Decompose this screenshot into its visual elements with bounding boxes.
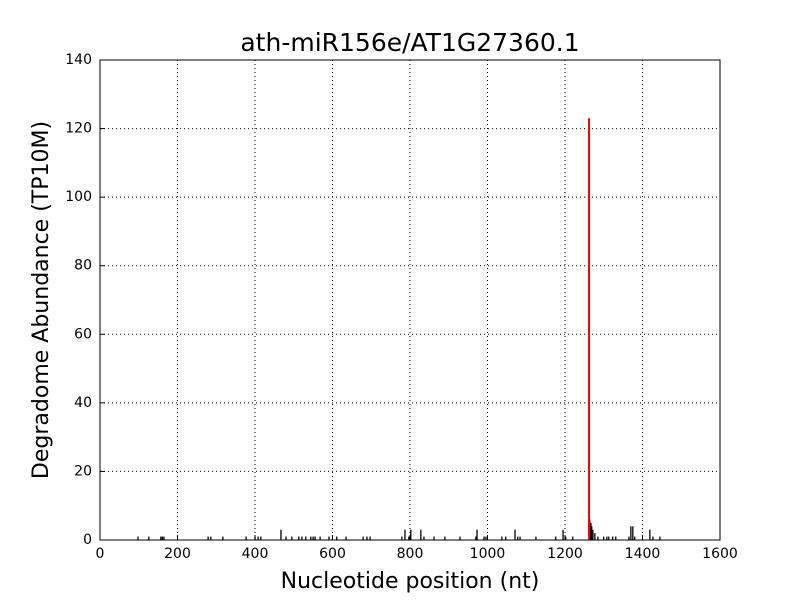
x-axis-label: Nucleotide position (nt) xyxy=(281,569,540,594)
x-tick-label: 200 xyxy=(164,546,191,562)
y-axis-label: Degradome Abundance (TP10M) xyxy=(29,121,54,479)
x-tick-label: 1000 xyxy=(470,546,506,562)
y-tick-label: 20 xyxy=(74,463,92,479)
y-tick-label: 120 xyxy=(65,121,92,137)
y-tick-label: 60 xyxy=(74,326,92,342)
x-tick-label: 0 xyxy=(96,546,105,562)
x-tick-label: 1200 xyxy=(547,546,583,562)
x-tick-label: 1400 xyxy=(625,546,661,562)
y-tick-label: 100 xyxy=(65,189,92,205)
y-tick-label: 0 xyxy=(83,532,92,548)
plot-frame xyxy=(99,59,721,541)
chart-title: ath-miR156e/AT1G27360.1 xyxy=(240,28,579,57)
x-tick-label: 1600 xyxy=(702,546,738,562)
x-tick-label: 600 xyxy=(319,546,346,562)
x-tick-label: 400 xyxy=(242,546,269,562)
x-tick-label: 800 xyxy=(397,546,424,562)
y-tick-label: 40 xyxy=(74,395,92,411)
y-tick-label: 80 xyxy=(74,258,92,274)
y-tick-label: 140 xyxy=(65,52,92,68)
